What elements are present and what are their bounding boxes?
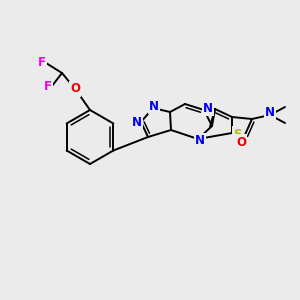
- Text: N: N: [149, 100, 159, 112]
- Text: F: F: [38, 56, 46, 68]
- Text: N: N: [265, 106, 275, 119]
- Text: N: N: [132, 116, 142, 128]
- Text: O: O: [236, 136, 246, 148]
- Text: F: F: [44, 80, 52, 94]
- Text: N: N: [195, 134, 205, 148]
- Text: N: N: [203, 101, 213, 115]
- Text: O: O: [70, 82, 80, 95]
- Text: S: S: [233, 128, 241, 140]
